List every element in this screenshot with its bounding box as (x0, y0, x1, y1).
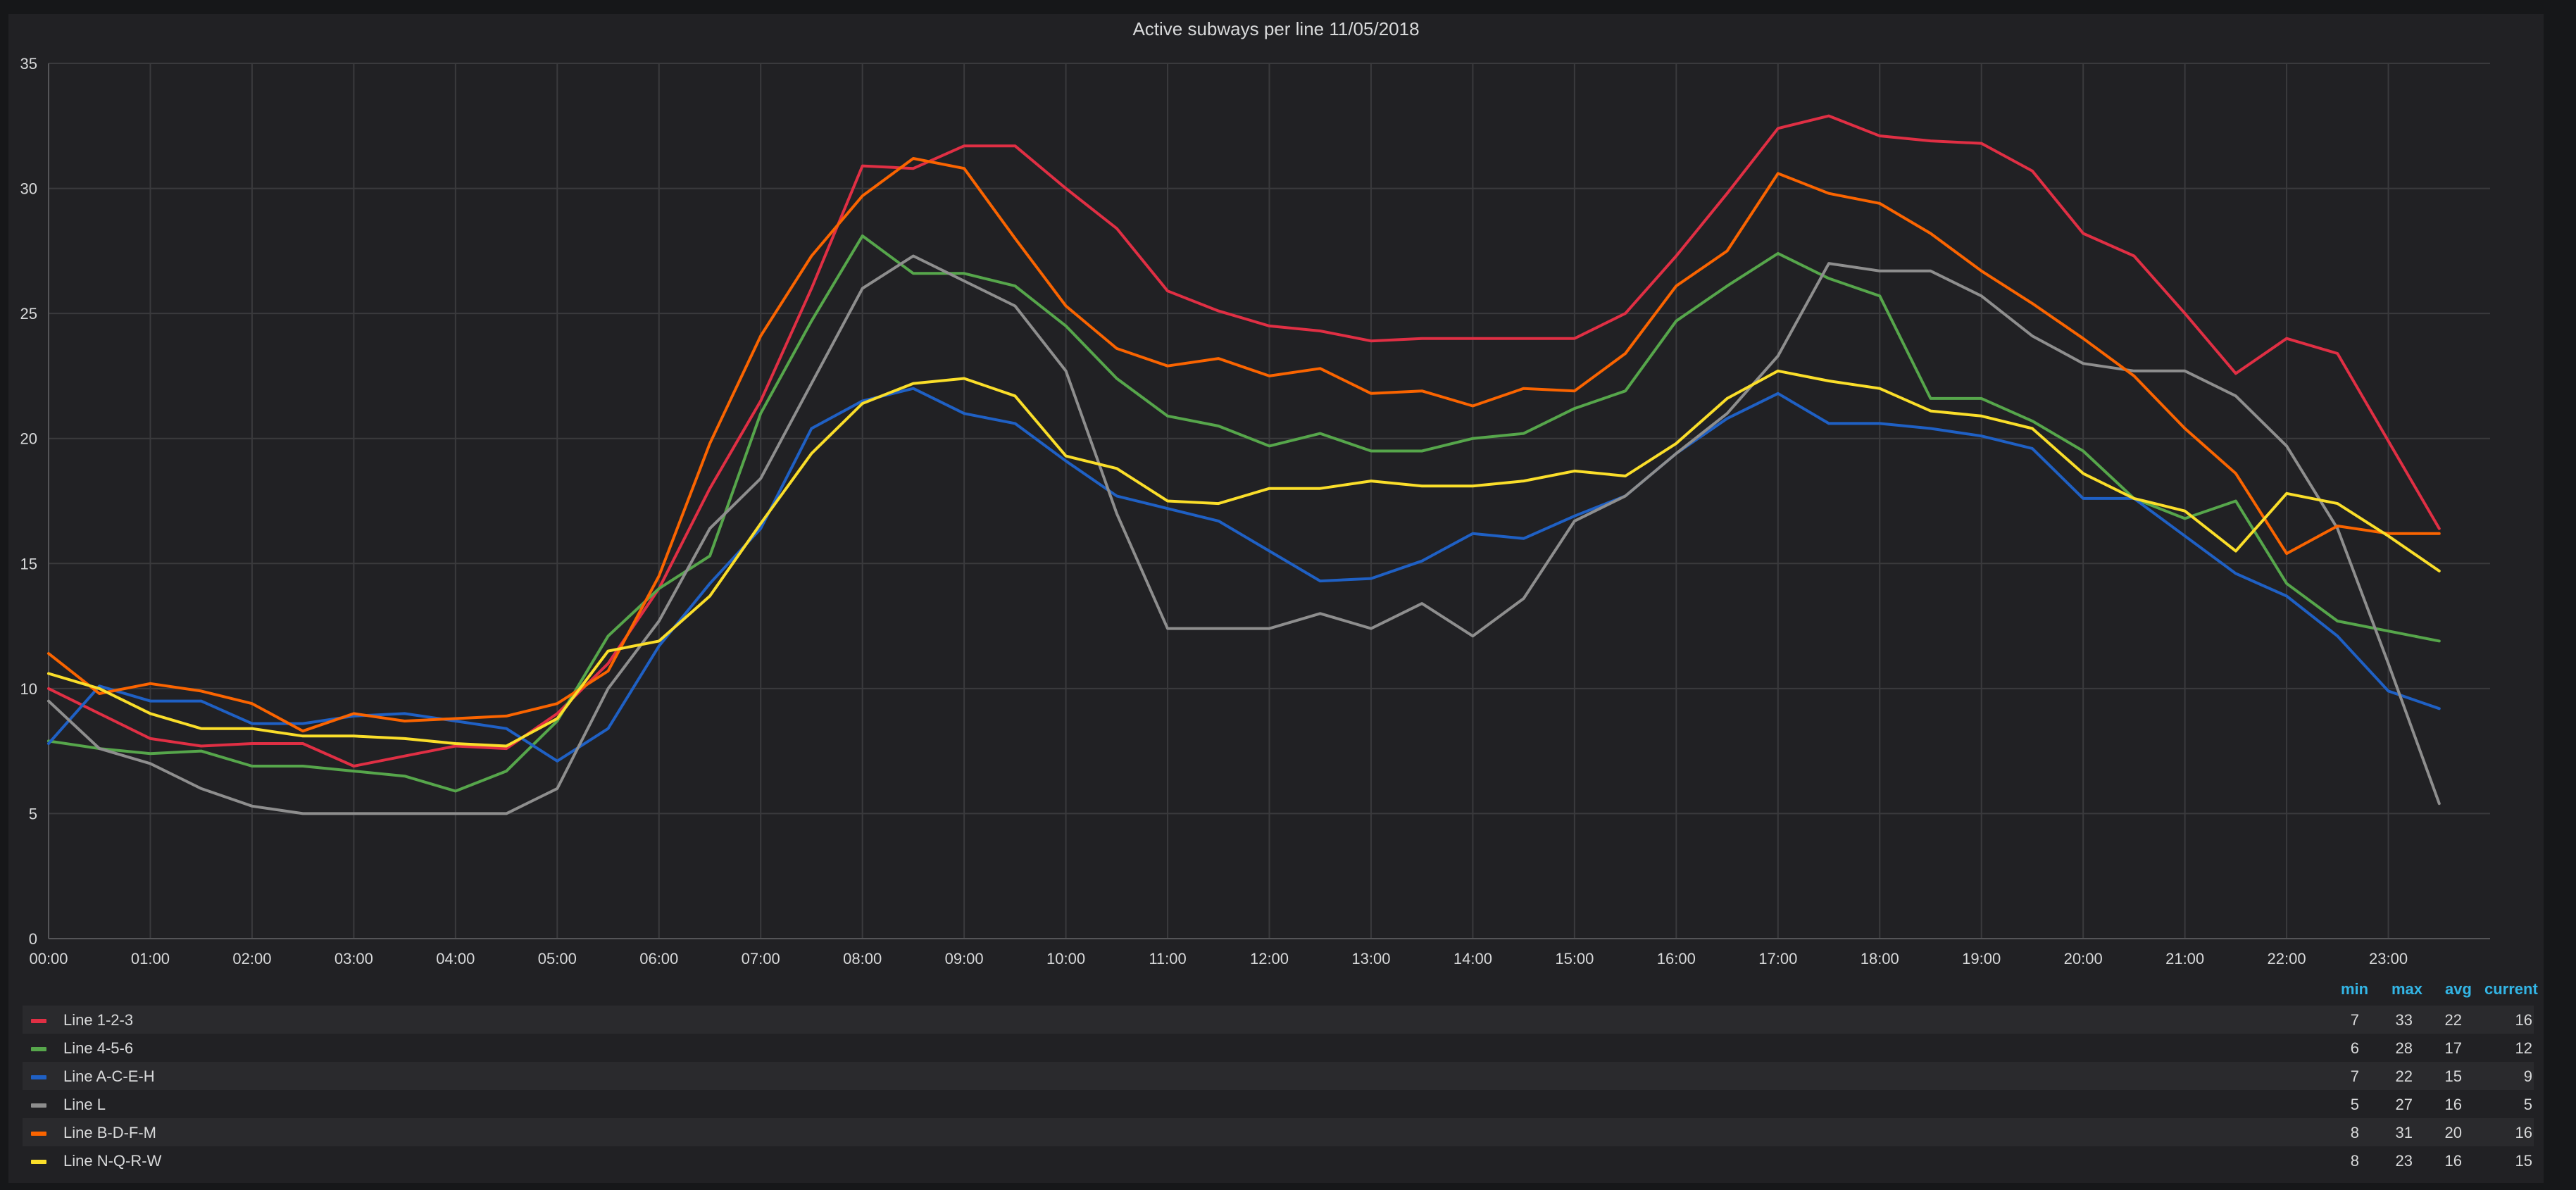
legend-item[interactable]: Line 4-5-6 6 28 17 12 (23, 1034, 2534, 1062)
series-swatch (31, 1103, 46, 1108)
series-swatch (31, 1075, 46, 1079)
series-current: 12 (2515, 1039, 2532, 1057)
x-tick-label: 11:00 (1149, 950, 1186, 967)
series-avg: 16 (2444, 1152, 2462, 1170)
series-max: 33 (2395, 1011, 2413, 1029)
series-avg: 16 (2444, 1096, 2462, 1113)
series-line-3 (47, 387, 2441, 763)
series-current: 16 (2515, 1011, 2532, 1029)
series-current: 5 (2523, 1096, 2532, 1113)
series-name[interactable]: Line B-D-F-M (63, 1124, 157, 1141)
x-tick-label: 17:00 (1758, 950, 1797, 967)
series-max: 27 (2395, 1096, 2413, 1113)
series-avg: 22 (2444, 1011, 2462, 1029)
x-tick-label: 01:00 (131, 950, 170, 967)
x-tick-label: 09:00 (945, 950, 984, 967)
x-tick-label: 16:00 (1657, 950, 1696, 967)
x-tick-label: 18:00 (1861, 950, 1899, 967)
series-min: 8 (2350, 1124, 2359, 1141)
legend-header-max[interactable]: max (2391, 980, 2423, 998)
x-tick-label: 06:00 (639, 950, 678, 967)
series-min: 8 (2350, 1152, 2359, 1170)
series-swatch (31, 1160, 46, 1164)
legend-header-avg[interactable]: avg (2445, 980, 2472, 998)
x-tick-label: 05:00 (538, 950, 577, 967)
x-tick-label: 02:00 (232, 950, 271, 967)
series-swatch (31, 1047, 46, 1051)
y-tick-label: 15 (20, 555, 37, 572)
x-tick-label: 08:00 (843, 950, 882, 967)
series-max: 28 (2395, 1039, 2413, 1057)
series-line-4 (47, 254, 2441, 815)
series-line-5 (47, 157, 2441, 733)
x-tick-label: 21:00 (2165, 950, 2204, 967)
line-chart: 0 5 10 15 20 25 30 35 00:00 01:00 02:00 03:00 04:00 0… (20, 55, 2490, 967)
x-tick-label: 07:00 (742, 950, 780, 967)
y-tick-label: 0 (29, 930, 37, 948)
y-tick-label: 30 (20, 180, 37, 198)
y-tick-label: 20 (20, 430, 37, 448)
series-swatch (31, 1019, 46, 1023)
x-tick-label: 19:00 (1962, 950, 2001, 967)
series-min: 6 (2350, 1039, 2359, 1057)
series-max: 31 (2395, 1124, 2413, 1141)
legend-item[interactable]: Line B-D-F-M 8 31 20 16 (23, 1118, 2534, 1146)
series-avg: 20 (2444, 1124, 2462, 1141)
legend-rows: Line 1-2-3 7 33 22 16 Line 4-5-6 6 28 17… (23, 1006, 2534, 1175)
legend-item[interactable]: Line A-C-E-H 7 22 15 9 (23, 1062, 2534, 1090)
legend: min max avg current Line 1-2-3 7 33 22 1… (23, 980, 2538, 1175)
series-current: 9 (2523, 1067, 2532, 1085)
series-min: 7 (2350, 1011, 2359, 1029)
series-line-2 (47, 234, 2441, 793)
legend-item[interactable]: Line N-Q-R-W 8 23 16 15 (23, 1146, 2534, 1175)
series-name[interactable]: Line 4-5-6 (63, 1039, 134, 1057)
x-tick-label: 12:00 (1250, 950, 1289, 967)
x-tick-label: 13:00 (1351, 950, 1390, 967)
legend-header-min[interactable]: min (2341, 980, 2369, 998)
x-tick-label: 10:00 (1046, 950, 1085, 967)
x-tick-label: 14:00 (1453, 950, 1492, 967)
series-current: 15 (2515, 1152, 2532, 1170)
series-avg: 17 (2444, 1039, 2462, 1057)
series-min: 7 (2350, 1067, 2359, 1085)
series-avg: 15 (2444, 1067, 2462, 1085)
series-min: 5 (2350, 1096, 2359, 1113)
y-tick-label: 35 (20, 55, 37, 73)
series-name[interactable]: Line L (63, 1096, 106, 1113)
series-swatch (31, 1132, 46, 1136)
x-tick-label: 15:00 (1555, 950, 1594, 967)
x-tick-label: 03:00 (334, 950, 373, 967)
x-tick-label: 04:00 (436, 950, 475, 967)
y-tick-label: 5 (29, 805, 37, 822)
series-name[interactable]: Line N-Q-R-W (63, 1152, 162, 1170)
series-current: 16 (2515, 1124, 2532, 1141)
x-tick-label: 22:00 (2268, 950, 2306, 967)
series-line-1 (47, 114, 2441, 768)
series-name[interactable]: Line A-C-E-H (63, 1067, 155, 1085)
series-name[interactable]: Line 1-2-3 (63, 1011, 134, 1029)
legend-item[interactable]: Line L 5 27 16 5 (23, 1090, 2534, 1118)
chart-title: Active subways per line 11/05/2018 (1132, 18, 1420, 39)
series-max: 22 (2395, 1067, 2413, 1085)
series-max: 23 (2395, 1152, 2413, 1170)
x-tick-label: 23:00 (2369, 950, 2408, 967)
series-line-6 (47, 369, 2441, 748)
legend-header: min max avg current (23, 980, 2538, 1006)
y-tick-label: 25 (20, 305, 37, 322)
x-tick-label: 20:00 (2064, 950, 2103, 967)
graph-panel: Active subways per line 11/05/2018 0 5 10 1… (8, 14, 2544, 1183)
legend-header-current[interactable]: current (2484, 980, 2538, 998)
x-tick-label: 00:00 (29, 950, 68, 967)
y-tick-label: 10 (20, 680, 37, 698)
legend-item[interactable]: Line 1-2-3 7 33 22 16 (23, 1006, 2534, 1034)
